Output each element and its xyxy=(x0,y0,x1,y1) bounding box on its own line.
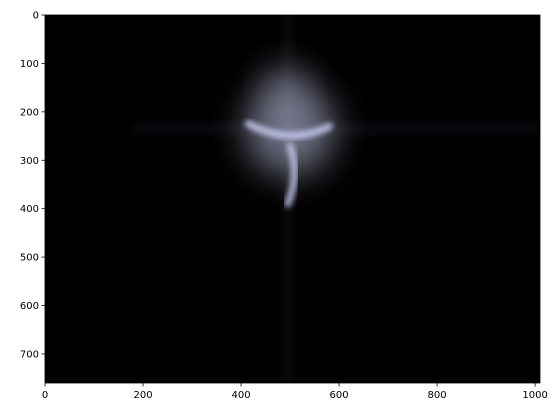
x-tick-label: 800 xyxy=(428,390,447,401)
y-tick-label: 600 xyxy=(20,301,39,312)
y-tick-label: 0 xyxy=(33,11,39,22)
x-tick-label: 600 xyxy=(330,390,349,401)
axes-frame xyxy=(44,14,541,384)
vertical-streak-feature xyxy=(283,15,292,383)
x-tick-label: 400 xyxy=(231,390,250,401)
x-axis-ticks: 0 200 400 600 800 1000 xyxy=(42,383,548,401)
x-tick-label: 200 xyxy=(133,390,152,401)
glow-features xyxy=(133,15,540,383)
horizontal-streak-feature xyxy=(133,124,540,133)
y-tick-label: 500 xyxy=(20,253,39,264)
y-tick-label: 100 xyxy=(20,59,39,70)
y-tick-label: 400 xyxy=(20,204,39,215)
y-tick-label: 200 xyxy=(20,107,39,118)
y-tick-label: 300 xyxy=(20,156,39,167)
y-axis-ticks: 0 100 200 300 400 500 600 700 xyxy=(20,11,45,360)
x-tick-label: 1000 xyxy=(522,390,547,401)
y-tick-label: 700 xyxy=(20,349,39,360)
x-tick-label: 0 xyxy=(42,390,48,401)
